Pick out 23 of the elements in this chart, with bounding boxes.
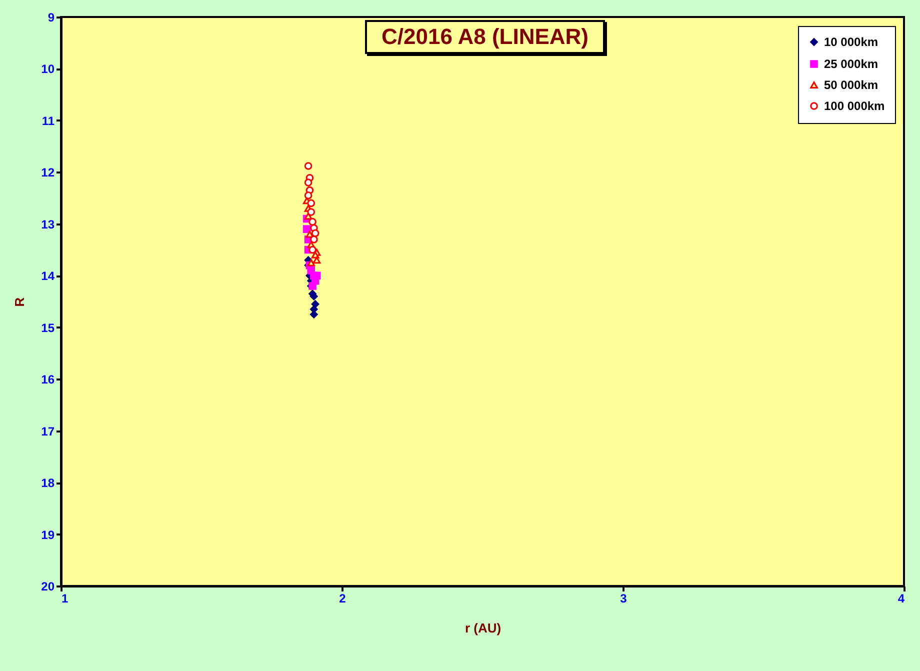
y-tick-label: 9: [48, 10, 55, 24]
legend-label: 100 000km: [824, 99, 885, 113]
y-tick-label: 20: [41, 580, 55, 594]
x-tick-label: 2: [339, 592, 346, 606]
y-tick-label: 11: [42, 114, 55, 128]
y-tick-label: 12: [41, 166, 55, 180]
legend-label: 10 000km: [824, 35, 878, 49]
y-axis-title: R: [12, 296, 28, 307]
legend-label: 25 000km: [824, 57, 878, 71]
y-tick-label: 10: [41, 62, 55, 76]
y-tick-label: 16: [41, 372, 55, 387]
x-tick-label: 3: [620, 592, 628, 606]
y-tick-label: 15: [41, 320, 55, 335]
x-tick-label: 4: [898, 592, 905, 606]
x-axis-title: r (AU): [464, 620, 502, 636]
y-tick-label: 13: [41, 217, 55, 232]
y-tick-label: 19: [41, 528, 55, 542]
legend-label: 50 000km: [824, 78, 878, 92]
chart-title: C/2016 A8 (LINEAR): [365, 20, 605, 54]
x-tick-label: 1: [62, 592, 68, 606]
y-tick-label: 17: [41, 424, 55, 438]
y-tick-label: 18: [41, 476, 55, 490]
y-tick-label: 14: [41, 269, 55, 284]
